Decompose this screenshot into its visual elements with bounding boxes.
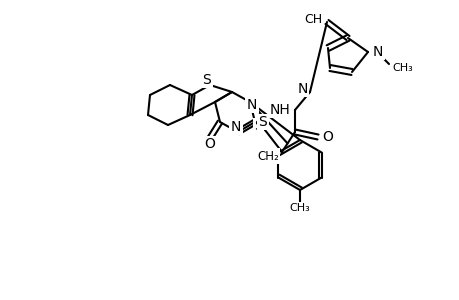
Text: N: N	[297, 82, 308, 96]
Text: CH₃: CH₃	[289, 203, 310, 213]
Text: N: N	[246, 98, 257, 112]
Text: N: N	[230, 120, 241, 134]
Text: CH₃: CH₃	[391, 63, 412, 73]
Text: CH₂: CH₂	[257, 149, 279, 163]
Text: O: O	[204, 137, 215, 151]
Text: S: S	[258, 115, 267, 129]
Text: S: S	[254, 119, 263, 133]
Text: S: S	[202, 73, 211, 87]
Text: CH: CH	[303, 13, 321, 26]
Text: N: N	[372, 45, 382, 59]
Text: O: O	[321, 130, 332, 144]
Text: NH: NH	[269, 103, 289, 117]
